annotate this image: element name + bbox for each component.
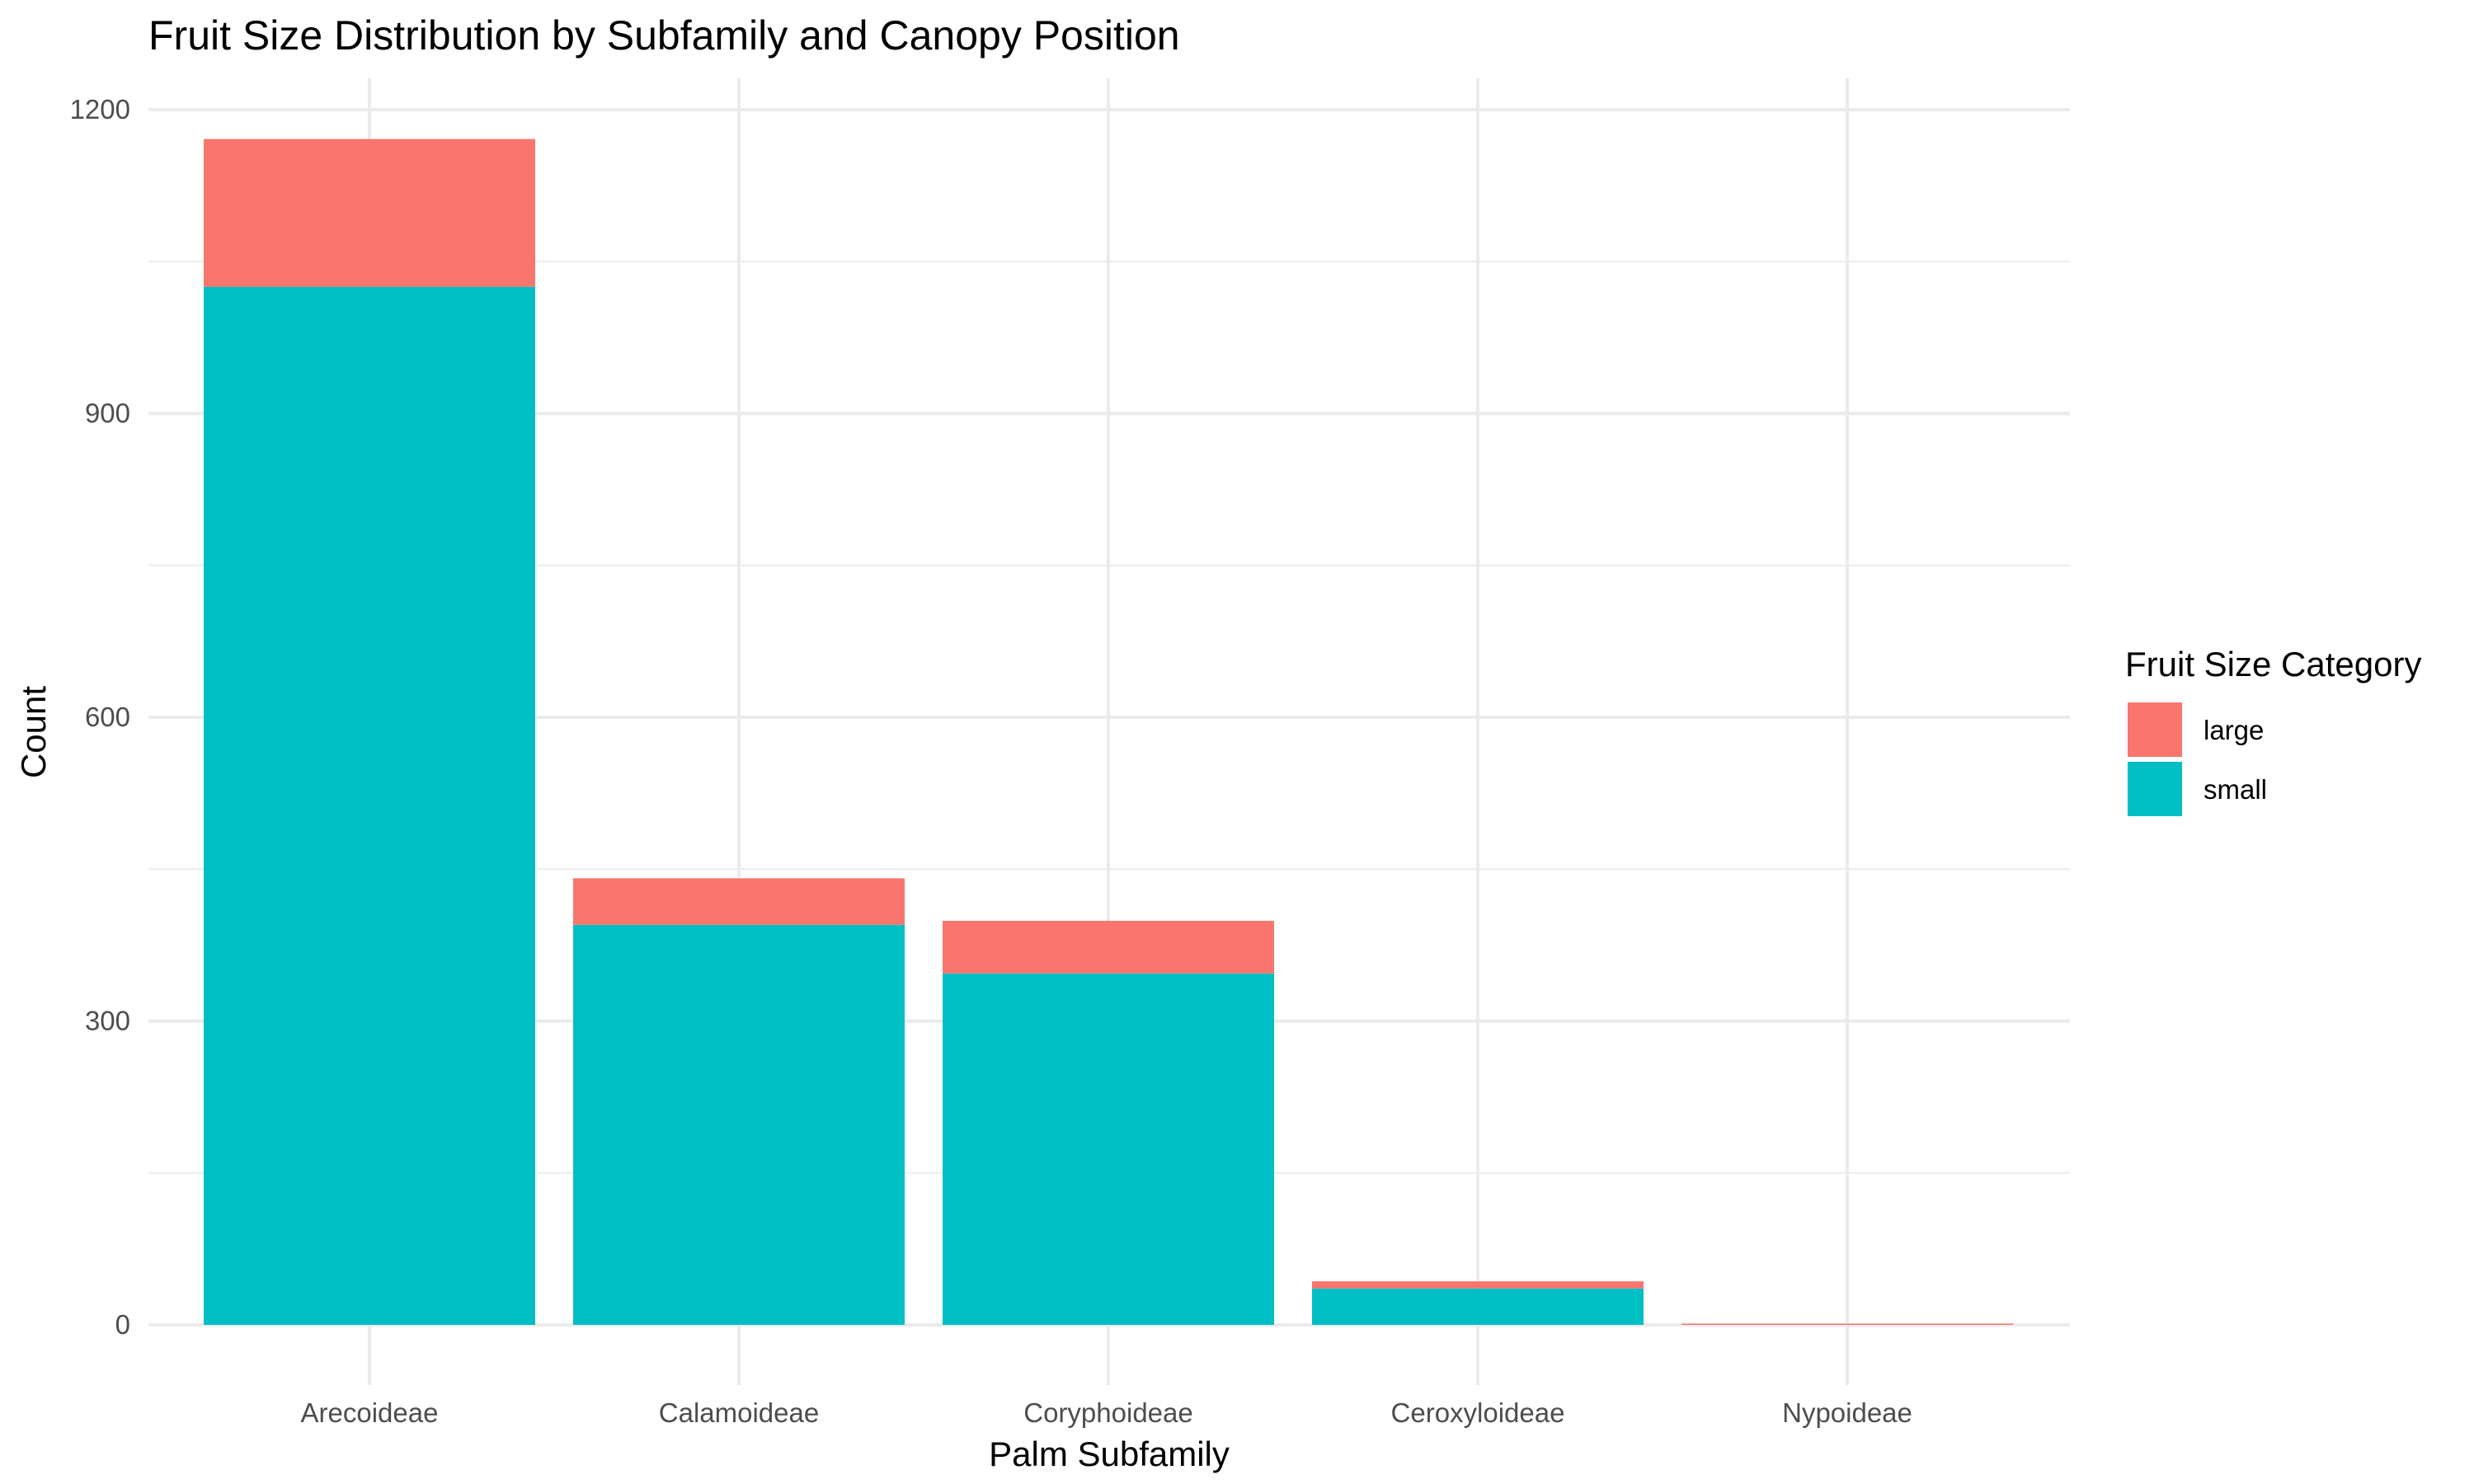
x-tick-label: Arecoideae: [301, 1397, 439, 1428]
legend-items: large small: [2128, 702, 2267, 816]
bar-small-coryphoideae: [943, 973, 1274, 1325]
bar-small-arecoideae: [204, 286, 535, 1325]
legend-key-small: [2128, 762, 2182, 816]
legend-label: small: [2204, 774, 2267, 805]
bar-large-ceroxyloideae: [1312, 1281, 1644, 1289]
bar-small-calamoideae: [573, 924, 905, 1325]
bar-large-calamoideae: [573, 878, 905, 925]
legend: Fruit Size Category large small: [2125, 645, 2421, 816]
y-tick-label: 1200: [70, 94, 130, 124]
bars: [204, 139, 2013, 1325]
y-axis-ticks: 0 300 600 900 1200: [70, 94, 130, 1340]
bar-large-arecoideae: [204, 139, 535, 287]
bar-small-ceroxyloideae: [1312, 1288, 1644, 1325]
x-tick-label: Coryphoideae: [1023, 1397, 1192, 1428]
bar-large-nypoideae: [1681, 1323, 2013, 1325]
y-tick-label: 0: [115, 1309, 130, 1340]
legend-title: Fruit Size Category: [2125, 645, 2421, 683]
y-tick-label: 900: [85, 398, 130, 429]
x-tick-label: Nypoideae: [1782, 1397, 1912, 1428]
y-tick-label: 600: [85, 702, 130, 732]
x-axis-title: Palm Subfamily: [989, 1435, 1230, 1473]
chart-title: Fruit Size Distribution by Subfamily and…: [148, 12, 1180, 59]
y-tick-label: 300: [85, 1006, 130, 1036]
y-axis-title: Count: [14, 686, 53, 778]
x-tick-label: Calamoideae: [659, 1397, 819, 1428]
x-tick-label: Ceroxyloideae: [1391, 1397, 1565, 1428]
legend-label: large: [2204, 715, 2264, 745]
legend-key-large: [2128, 702, 2182, 757]
x-axis-ticks: Arecoideae Calamoideae Coryphoideae Ceroxyl…: [301, 1397, 1912, 1428]
bar-large-coryphoideae: [943, 920, 1274, 974]
